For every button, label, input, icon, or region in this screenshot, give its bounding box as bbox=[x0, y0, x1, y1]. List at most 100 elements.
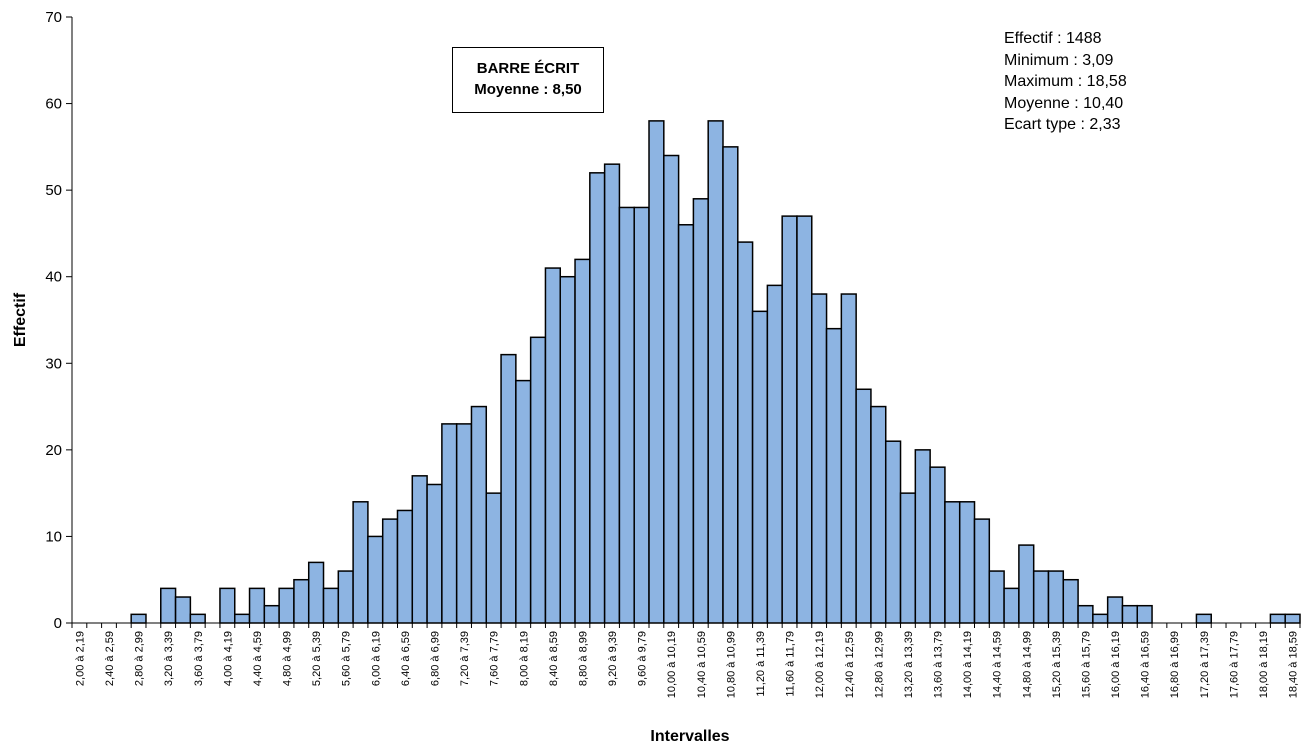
bar-10,00 à 10,19 bbox=[663, 154, 680, 624]
y-tick-label: 0 bbox=[54, 615, 62, 632]
x-tick-label: 5,60 à 5,79 bbox=[341, 631, 353, 686]
bar-7,60 à 7,79 bbox=[485, 492, 502, 624]
bar-15,60 à 15,79 bbox=[1077, 604, 1094, 624]
bar-11,80 à 11,99 bbox=[796, 215, 813, 624]
bar-18,20 à 18,39 bbox=[1269, 613, 1286, 624]
x-tick-label: 15,20 à 15,39 bbox=[1051, 631, 1063, 698]
bar-4,60 à 4,79 bbox=[263, 604, 280, 624]
bar-4,40 à 4,59 bbox=[248, 587, 266, 624]
x-tick-label: 2,00 à 2,19 bbox=[74, 631, 86, 686]
bar-9,60 à 9,79 bbox=[633, 206, 650, 624]
x-tick-label: 4,40 à 4,59 bbox=[252, 631, 264, 686]
bar-8,80 à 8,99 bbox=[574, 258, 591, 624]
y-tick-label: 60 bbox=[45, 96, 62, 113]
x-tick-label: 18,40 à 18,59 bbox=[1288, 631, 1300, 698]
bar-8,20 à 8,39 bbox=[529, 336, 547, 624]
bar-12,80 à 12,99 bbox=[870, 405, 887, 624]
bar-8,60 à 8,79 bbox=[559, 275, 576, 624]
x-tick-label: 8,40 à 8,59 bbox=[548, 631, 560, 686]
y-tick-label: 70 bbox=[45, 9, 62, 26]
x-tick-label: 15,60 à 15,79 bbox=[1080, 631, 1092, 698]
annotation-title: BARRE ÉCRIT bbox=[476, 60, 580, 77]
x-tick-label: 10,40 à 10,59 bbox=[696, 631, 708, 698]
bar-7,40 à 7,59 bbox=[470, 405, 488, 624]
x-tick-label: 7,20 à 7,39 bbox=[459, 631, 471, 686]
bar-9,00 à 9,19 bbox=[589, 172, 606, 624]
bar-10,40 à 10,59 bbox=[692, 198, 709, 624]
bar-15,20 à 15,39 bbox=[1047, 570, 1065, 624]
x-tick-label: 13,60 à 13,79 bbox=[933, 631, 945, 698]
bar-15,80 à 15,99 bbox=[1092, 613, 1109, 624]
y-tick-label: 40 bbox=[45, 269, 62, 286]
bar-3,40 à 3,59 bbox=[174, 596, 192, 624]
bar-10,60 à 10,79 bbox=[707, 120, 724, 624]
stat-moyenne: Moyenne : 10,40 bbox=[1004, 94, 1124, 112]
bar-7,80 à 7,99 bbox=[500, 353, 517, 624]
y-axis: 0 10 20 30 40 50 60 70 bbox=[45, 9, 73, 632]
bar-13,60 à 13,79 bbox=[929, 466, 946, 624]
x-tick-label: 4,00 à 4,19 bbox=[222, 631, 234, 686]
x-tick-label: 16,00 à 16,19 bbox=[1110, 631, 1122, 698]
bar-13,80 à 13,99 bbox=[944, 501, 961, 624]
annotation-box: BARRE ÉCRIT Moyenne : 8,50 bbox=[452, 47, 604, 113]
x-tick-label: 10,80 à 10,99 bbox=[725, 631, 737, 698]
x-tick-label: 2,40 à 2,59 bbox=[104, 631, 116, 686]
x-tick-label: 3,20 à 3,39 bbox=[163, 631, 175, 686]
bar-12,20 à 12,39 bbox=[825, 327, 843, 624]
bar-5,00 à 5,19 bbox=[293, 578, 310, 624]
x-tick-label: 6,40 à 6,59 bbox=[400, 631, 412, 686]
y-tick-label: 50 bbox=[45, 182, 62, 199]
bar-14,00 à 14,19 bbox=[958, 501, 976, 624]
bar-14,20 à 14,39 bbox=[973, 518, 991, 624]
bar-13,20 à 13,39 bbox=[899, 492, 917, 624]
x-tick-label: 11,60 à 11,79 bbox=[785, 631, 797, 697]
bar-4,20 à 4,39 bbox=[234, 613, 251, 624]
bar-14,80 à 14,99 bbox=[1018, 544, 1035, 624]
bar-5,80 à 5,99 bbox=[352, 501, 369, 624]
x-tick-label: 7,60 à 7,79 bbox=[489, 631, 501, 686]
x-tick-label: 10,00 à 10,19 bbox=[666, 631, 678, 698]
bar-16,40 à 16,59 bbox=[1136, 604, 1153, 624]
x-tick-label: 16,80 à 16,99 bbox=[1169, 631, 1181, 698]
bar-14,60 à 14,79 bbox=[1003, 587, 1020, 624]
x-tick-label: 3,60 à 3,79 bbox=[193, 631, 205, 686]
x-tick-label: 9,20 à 9,39 bbox=[607, 631, 619, 686]
bar-4,80 à 4,99 bbox=[278, 587, 295, 624]
bar-11,00 à 11,19 bbox=[737, 241, 754, 624]
x-tick-label: 6,80 à 6,99 bbox=[429, 631, 441, 686]
x-tick-label: 17,20 à 17,39 bbox=[1199, 631, 1211, 698]
bar-12,00 à 12,19 bbox=[811, 293, 828, 624]
bar-6,80 à 6,99 bbox=[426, 483, 443, 624]
x-axis: 2,00 à 2,19 2,40 à 2,59 2,80 à 2,99 3,20 à … bbox=[71, 622, 1301, 698]
stat-minimum: Minimum : 3,09 bbox=[1004, 51, 1114, 69]
bar-16,20 à 16,39 bbox=[1121, 604, 1139, 624]
bar-12,40 à 12,59 bbox=[840, 293, 857, 624]
y-tick-label: 20 bbox=[45, 442, 62, 459]
bar-18,40 à 18,59 bbox=[1284, 613, 1301, 624]
bar-5,60 à 5,79 bbox=[337, 570, 354, 624]
x-tick-label: 4,80 à 4,99 bbox=[282, 631, 294, 686]
x-tick-label: 5,20 à 5,39 bbox=[311, 631, 323, 686]
bar-6,40 à 6,59 bbox=[396, 509, 414, 624]
x-tick-label: 14,80 à 14,99 bbox=[1021, 631, 1033, 698]
bar-6,60 à 6,79 bbox=[411, 475, 428, 624]
x-tick-label: 9,60 à 9,79 bbox=[637, 631, 649, 686]
y-axis-title: Effectif bbox=[12, 292, 29, 347]
y-tick-label: 30 bbox=[45, 355, 62, 372]
bar-13,00 à 13,19 bbox=[884, 440, 902, 624]
bar-9,80 à 9,99 bbox=[648, 120, 665, 624]
stat-maximum: Maximum : 18,58 bbox=[1004, 73, 1127, 90]
x-tick-label: 8,80 à 8,99 bbox=[577, 631, 589, 686]
bar-15,00 à 15,19 bbox=[1032, 570, 1050, 624]
x-tick-label: 17,60 à 17,79 bbox=[1228, 631, 1240, 698]
x-tick-label: 6,00 à 6,19 bbox=[370, 631, 382, 686]
bar-7,00 à 7,19 bbox=[441, 423, 458, 624]
bar-16,00 à 16,19 bbox=[1106, 596, 1124, 624]
bars-group bbox=[130, 120, 1301, 624]
stats-panel: Effectif : 1488 Minimum : 3,09 Maximum :… bbox=[1004, 28, 1127, 136]
bar-3,20 à 3,39 bbox=[160, 587, 177, 624]
bar-12,60 à 12,79 bbox=[855, 388, 872, 624]
bar-8,00 à 8,19 bbox=[515, 379, 532, 624]
bar-15,40 à 15,59 bbox=[1062, 578, 1079, 624]
